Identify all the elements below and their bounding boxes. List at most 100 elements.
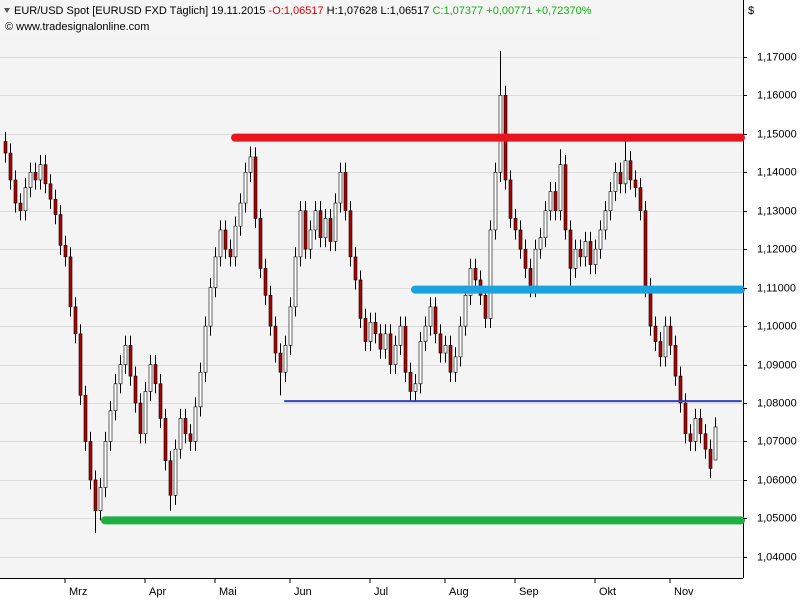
candle-body (548, 191, 553, 212)
candle-body (598, 229, 603, 250)
candle-body (208, 287, 213, 327)
candle-body (383, 333, 388, 350)
candle-body (38, 164, 43, 181)
candle-body (193, 406, 198, 442)
candle-body (533, 248, 538, 288)
candle-body (373, 321, 378, 335)
candle-body (468, 268, 473, 296)
candle-body (658, 341, 663, 358)
candle-body (83, 395, 88, 442)
candle-body (113, 383, 118, 412)
candle-body (428, 306, 433, 327)
y-tick-label: 1,04000 (757, 551, 797, 563)
candle-body (398, 325, 403, 346)
candle-body (488, 229, 493, 319)
candle-body (143, 391, 148, 435)
y-tick-label: 1,11000 (757, 282, 796, 294)
candle-body (278, 352, 283, 373)
candle-body (418, 341, 423, 385)
candle-body (98, 487, 103, 512)
candle-body (53, 198, 58, 215)
candle-body (528, 268, 533, 288)
candle-body (463, 295, 468, 327)
candle-body (693, 418, 698, 442)
candle-body (668, 325, 673, 346)
candle-body (33, 171, 38, 181)
candle-body (673, 345, 678, 377)
candle-body (433, 306, 438, 335)
candle-body (403, 325, 408, 373)
candle-body (173, 448, 178, 496)
candle-body (273, 325, 278, 354)
candle-body (683, 402, 688, 435)
candle-body (133, 375, 138, 404)
title: EUR/USD Spot [EURUSD FXD Täglich] 19.11.… (14, 5, 265, 17)
candle-body (183, 418, 188, 435)
candle-body (423, 325, 428, 342)
y-tick-label: 1,06000 (757, 474, 797, 486)
candle-body (43, 164, 48, 185)
candle-body (653, 325, 658, 342)
x-tick-label: Mai (219, 586, 237, 598)
x-tick-label: Mrz (69, 586, 87, 598)
candle-body (118, 364, 123, 385)
candle-body (553, 191, 558, 212)
candle-body (268, 295, 273, 327)
candle-body (58, 214, 63, 246)
candle-body (513, 218, 518, 231)
x-tick-label: Jun (294, 586, 312, 598)
candle-body (663, 325, 668, 358)
close-value: C:1,07377 +0,00771 +0,72370% (432, 5, 591, 17)
candle-body (213, 256, 218, 288)
candle-body (138, 402, 143, 435)
candle-body (253, 156, 258, 219)
candle-body (8, 152, 13, 181)
candle-body (678, 375, 683, 404)
candle-body (293, 256, 298, 308)
y-tick-label: 1,08000 (757, 397, 797, 409)
candle-body (348, 210, 353, 258)
y-tick-label: 1,05000 (757, 512, 797, 524)
candle-body (128, 345, 133, 377)
candle-body (103, 441, 108, 488)
candle-body (188, 433, 193, 442)
candle-body (568, 229, 573, 269)
grid (0, 57, 743, 558)
candle-body (23, 187, 28, 212)
candle-body (48, 183, 53, 200)
candle-body (303, 210, 308, 250)
candle-body (158, 383, 163, 419)
candle-body (343, 171, 348, 212)
candle-body (198, 371, 203, 408)
candles (3, 51, 718, 534)
y-tick-label: 1,16000 (757, 89, 797, 101)
candle-body (558, 164, 563, 212)
candle-body (13, 179, 18, 204)
candle-body (443, 345, 448, 354)
candle-body (523, 248, 528, 269)
candle-body (148, 364, 153, 392)
levels (101, 133, 745, 525)
x-tick-label: Jul (374, 586, 388, 598)
candle-body (388, 333, 393, 365)
x-tick-label: Okt (599, 586, 616, 598)
icon (4, 8, 10, 13)
x-tick-label: Nov (674, 586, 694, 598)
y-tick-label: 1,10000 (757, 320, 797, 332)
candle-body (178, 418, 183, 450)
candle-body (238, 202, 243, 227)
candle-body (88, 441, 93, 481)
candle-body (163, 418, 168, 462)
candle-body (233, 225, 238, 258)
candle-body (288, 306, 293, 346)
y-tick-label: 1,13000 (757, 205, 797, 217)
candle-body (448, 345, 453, 373)
candle-body (573, 248, 578, 269)
candle-body (538, 237, 543, 250)
candle-body (563, 164, 568, 231)
candle-body (168, 460, 173, 496)
candle-body (453, 356, 458, 373)
candle-body (68, 256, 73, 308)
candle-body (608, 191, 613, 212)
candle-body (243, 171, 248, 204)
